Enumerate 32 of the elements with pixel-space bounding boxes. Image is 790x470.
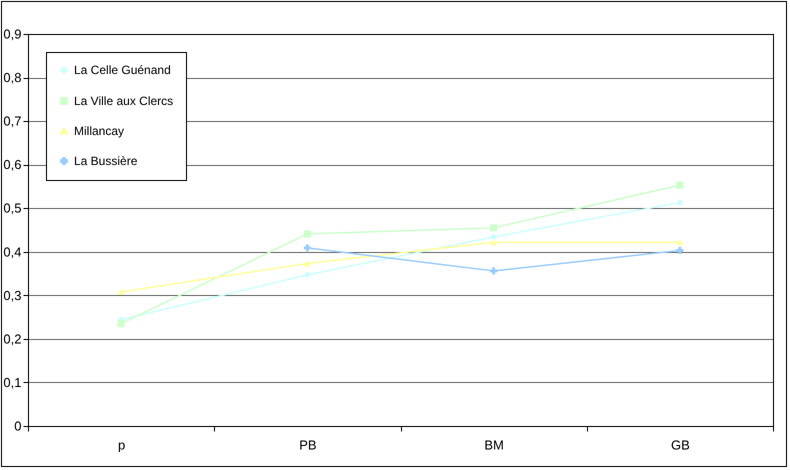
point: [304, 230, 311, 238]
x-tick-label: GB: [670, 438, 690, 452]
point: [304, 244, 311, 252]
point: [118, 288, 125, 295]
y-tick-label: 0,2: [3, 331, 22, 346]
y-tick-label: 0,9: [3, 26, 22, 42]
point: [676, 239, 684, 246]
legend-label: La Bussière: [74, 154, 138, 168]
y-tick-label: 0,5: [3, 200, 22, 216]
point: [490, 233, 498, 241]
y-tick-label: 0,6: [3, 157, 22, 172]
point: [676, 182, 684, 189]
point: [676, 246, 684, 254]
point: [118, 320, 125, 328]
x-tick-label: p: [118, 438, 126, 452]
y-tick-label: 0,3: [3, 288, 22, 303]
legend-label: Millancay: [74, 124, 124, 138]
y-tick-label: 0,7: [3, 114, 22, 129]
legend-label: La Ville aux Clercs: [74, 94, 174, 108]
y-tick-label: 0: [14, 418, 22, 434]
legend-label: La Celle Guénand: [74, 63, 171, 77]
point: [304, 260, 311, 267]
point: [490, 267, 498, 274]
point: [304, 271, 311, 278]
x-tick-label: BM: [484, 438, 504, 452]
x-tick-label: PB: [299, 438, 317, 452]
point: [490, 239, 498, 246]
point: [676, 199, 684, 206]
y-tick-label: 0,1: [3, 374, 22, 390]
y-tick-label: 0,4: [3, 244, 22, 260]
point: [490, 224, 498, 232]
y-tick-label: 0,8: [3, 70, 22, 86]
